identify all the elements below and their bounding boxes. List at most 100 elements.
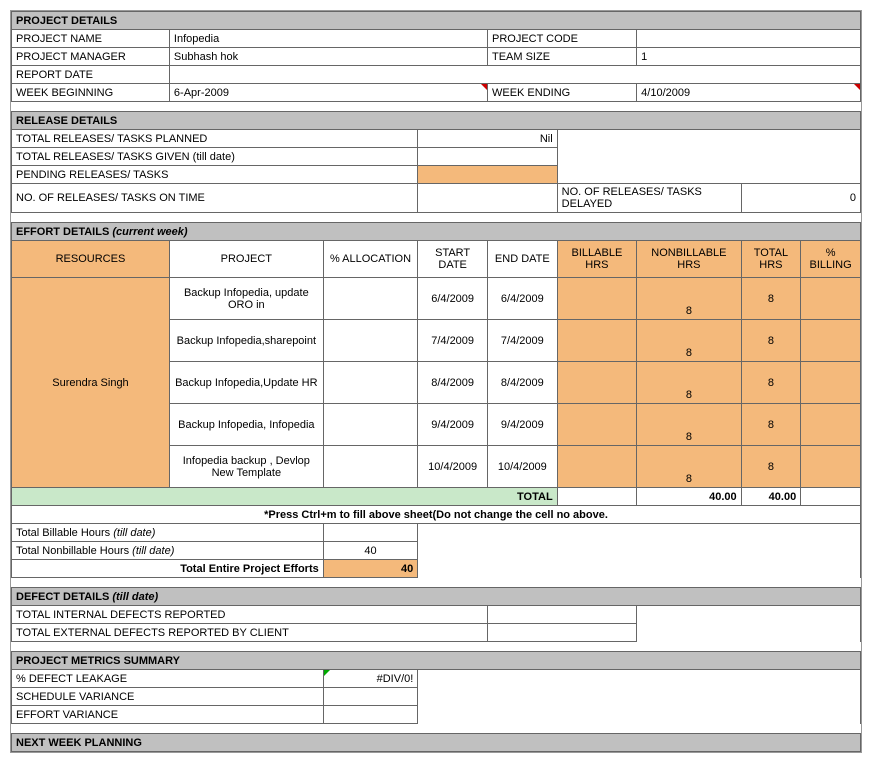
value-defect-leakage: #DIV/0! (323, 670, 418, 688)
effort-alloc (323, 320, 418, 362)
col-pct-billing: % BILLING (801, 241, 861, 278)
col-start-date: START DATE (418, 241, 488, 278)
value-project-manager: Subhash hok (169, 48, 487, 66)
effort-nonbill: 8 (637, 278, 741, 320)
effort-total-label: TOTAL (12, 488, 558, 506)
next-week-header: NEXT WEEK PLANNING (12, 734, 861, 752)
value-total-nonbillable-hours: 40 (323, 542, 418, 560)
label-releases-on-time: NO. OF RELEASES/ TASKS ON TIME (12, 184, 418, 213)
effort-start: 7/4/2009 (418, 320, 488, 362)
resource-name: Surendra Singh (12, 278, 170, 488)
effort-end: 9/4/2009 (487, 404, 557, 446)
label-schedule-variance: SCHEDULE VARIANCE (12, 688, 324, 706)
value-project-name: Infopedia (169, 30, 487, 48)
effort-end: 10/4/2009 (487, 446, 557, 488)
label-project-name: PROJECT NAME (12, 30, 170, 48)
effort-pctbill (801, 362, 861, 404)
value-week-beginning: 6-Apr-2009 (169, 84, 487, 102)
col-resources: RESOURCES (12, 241, 170, 278)
effort-start: 6/4/2009 (418, 278, 488, 320)
effort-bill (557, 404, 636, 446)
label-releases-planned: TOTAL RELEASES/ TASKS PLANNED (12, 130, 418, 148)
effort-nonbill: 8 (637, 446, 741, 488)
effort-total: 8 (741, 362, 801, 404)
effort-project: Backup Infopedia,Update HR (169, 362, 323, 404)
value-project-code (637, 30, 861, 48)
col-billable-hrs: BILLABLE HRS (557, 241, 636, 278)
col-nonbillable-hrs: NONBILLABLE HRS (637, 241, 741, 278)
value-internal-defects (487, 606, 636, 624)
value-total-entire-efforts: 40 (323, 560, 418, 578)
effort-bill (557, 362, 636, 404)
value-report-date (169, 66, 860, 84)
effort-end: 7/4/2009 (487, 320, 557, 362)
effort-total-pct (801, 488, 861, 506)
effort-pctbill (801, 404, 861, 446)
effort-bill (557, 320, 636, 362)
value-total-billable-hours (323, 524, 418, 542)
effort-total: 8 (741, 404, 801, 446)
effort-bill (557, 278, 636, 320)
label-releases-delayed: NO. OF RELEASES/ TASKS DELAYED (557, 184, 741, 213)
effort-alloc (323, 362, 418, 404)
label-total-entire-efforts: Total Entire Project Efforts (12, 560, 324, 578)
effort-pctbill (801, 446, 861, 488)
project-details-header: PROJECT DETAILS (12, 12, 861, 30)
effort-nonbill: 8 (637, 404, 741, 446)
col-total-hrs: TOTAL HRS (741, 241, 801, 278)
label-defect-leakage: % DEFECT LEAKAGE (12, 670, 324, 688)
effort-total: 8 (741, 320, 801, 362)
effort-total: 8 (741, 278, 801, 320)
effort-project: Backup Infopedia, Infopedia (169, 404, 323, 446)
effort-pctbill (801, 320, 861, 362)
effort-start: 8/4/2009 (418, 362, 488, 404)
value-releases-on-time (418, 184, 557, 213)
label-pending-releases: PENDING RELEASES/ TASKS (12, 166, 418, 184)
label-releases-given: TOTAL RELEASES/ TASKS GIVEN (till date) (12, 148, 418, 166)
col-allocation: % ALLOCATION (323, 241, 418, 278)
label-external-defects: TOTAL EXTERNAL DEFECTS REPORTED BY CLIEN… (12, 624, 488, 642)
report-table: PROJECT DETAILS PROJECT NAME Infopedia P… (11, 11, 861, 752)
effort-total-total: 40.00 (741, 488, 801, 506)
effort-alloc (323, 446, 418, 488)
effort-details-header: EFFORT DETAILS (current week) (12, 223, 861, 241)
label-team-size: TEAM SIZE (487, 48, 636, 66)
effort-bill (557, 446, 636, 488)
effort-pctbill (801, 278, 861, 320)
effort-project: Infopedia backup , Devlop New Template (169, 446, 323, 488)
col-end-date: END DATE (487, 241, 557, 278)
effort-project: Backup Infopedia, update ORO in (169, 278, 323, 320)
label-week-beginning: WEEK BEGINNING (12, 84, 170, 102)
value-effort-variance (323, 706, 418, 724)
value-releases-delayed: 0 (741, 184, 860, 213)
defect-details-header: DEFECT DETAILS (till date) (12, 588, 861, 606)
effort-start: 9/4/2009 (418, 404, 488, 446)
value-pending-releases (418, 166, 557, 184)
col-project: PROJECT (169, 241, 323, 278)
effort-total: 8 (741, 446, 801, 488)
value-releases-planned: Nil (418, 130, 557, 148)
value-team-size: 1 (637, 48, 861, 66)
effort-total-nonbill: 40.00 (637, 488, 741, 506)
label-project-manager: PROJECT MANAGER (12, 48, 170, 66)
metrics-header: PROJECT METRICS SUMMARY (12, 652, 861, 670)
label-total-nonbillable-hours: Total Nonbillable Hours (till date) (12, 542, 324, 560)
effort-project: Backup Infopedia,sharepoint (169, 320, 323, 362)
label-project-code: PROJECT CODE (487, 30, 636, 48)
label-internal-defects: TOTAL INTERNAL DEFECTS REPORTED (12, 606, 488, 624)
effort-nonbill: 8 (637, 362, 741, 404)
label-effort-variance: EFFORT VARIANCE (12, 706, 324, 724)
effort-note: *Press Ctrl+m to fill above sheet(Do not… (12, 506, 861, 524)
label-week-ending: WEEK ENDING (487, 84, 636, 102)
effort-end: 8/4/2009 (487, 362, 557, 404)
value-schedule-variance (323, 688, 418, 706)
effort-end: 6/4/2009 (487, 278, 557, 320)
effort-total-bill (557, 488, 636, 506)
release-details-header: RELEASE DETAILS (12, 112, 861, 130)
label-total-billable-hours: Total Billable Hours (till date) (12, 524, 324, 542)
effort-alloc (323, 404, 418, 446)
effort-start: 10/4/2009 (418, 446, 488, 488)
value-external-defects (487, 624, 636, 642)
value-releases-given (418, 148, 557, 166)
effort-alloc (323, 278, 418, 320)
